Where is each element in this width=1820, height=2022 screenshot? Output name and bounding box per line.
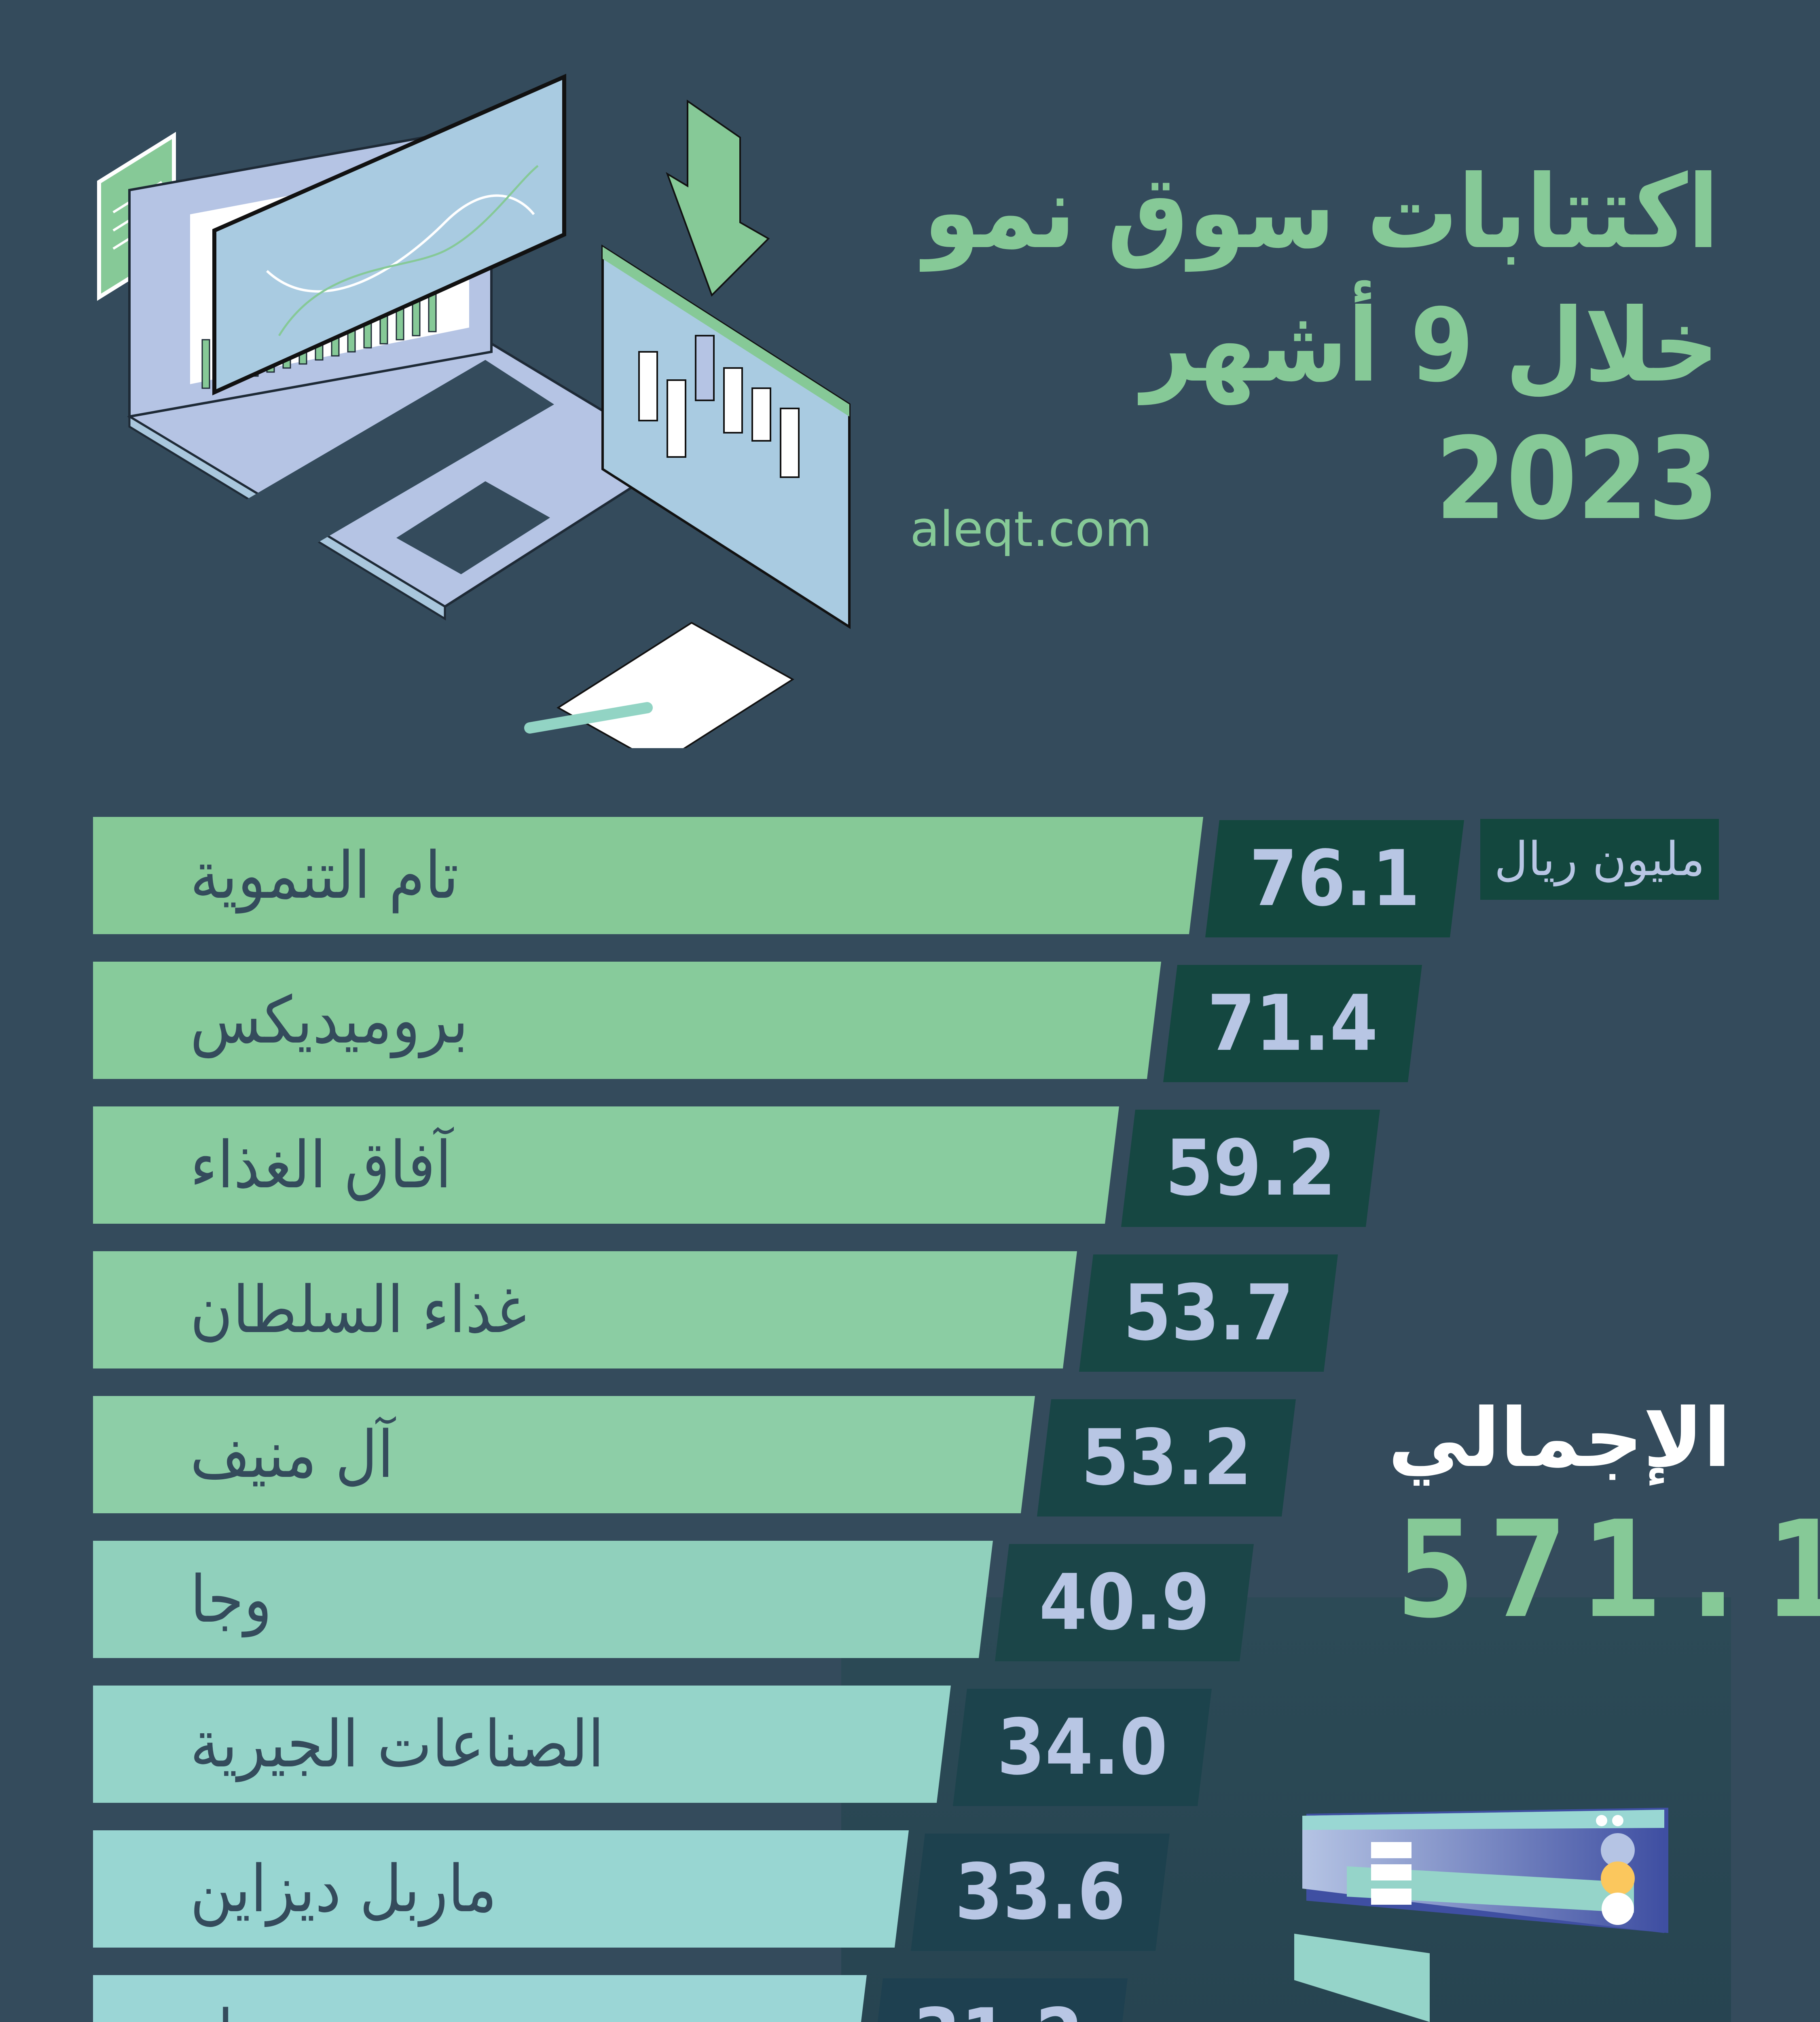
dashboard-illustration	[1294, 1808, 1668, 2022]
company-name: الصناعات الجيرية	[190, 1706, 604, 1782]
company-name: بروميديكس	[190, 982, 469, 1058]
value-box: 31.2	[869, 1978, 1128, 2022]
bar-row-8: ماربل ديزاين	[93, 1830, 909, 1948]
value-box: 76.1	[1205, 820, 1464, 937]
total-label: الإجمالي	[1388, 1391, 1731, 1485]
value-box: 53.7	[1079, 1254, 1338, 1372]
value-box: 34.0	[953, 1689, 1212, 1806]
company-name: آل منيف	[190, 1417, 394, 1492]
company-name: آفاق الغذاء	[190, 1127, 452, 1203]
bar-row-5: آل منيف	[93, 1396, 1035, 1513]
bar-row-4: غذاء السلطان	[93, 1251, 1077, 1368]
value-box: 71.4	[1163, 965, 1422, 1082]
unit-label: مليون ريال	[1480, 819, 1719, 900]
bar-row-9: بناء	[93, 1975, 867, 2022]
laptop-illustration	[97, 74, 851, 748]
page-title: اكتتابات سوق نمو خلال 9 أشهر 2023	[789, 146, 1719, 546]
total-value: 571.1	[1395, 1492, 1820, 1648]
site-link[interactable]: aleqt.com	[910, 501, 1152, 558]
company-name: ماربل ديزاين	[190, 1851, 497, 1927]
bar-row-3: آفاق الغذاء	[93, 1106, 1119, 1224]
company-name: تام التنموية	[190, 838, 459, 913]
bar-row-7: الصناعات الجيرية	[93, 1686, 951, 1803]
value-box: 33.6	[911, 1834, 1170, 1951]
company-name: بناء	[93, 1975, 867, 2022]
company-name: غذاء السلطان	[190, 1272, 527, 1347]
value-box: 53.2	[1037, 1399, 1296, 1516]
bar-row-1: تام التنموية	[93, 817, 1203, 934]
title-line-2: خلال 9 أشهر	[1141, 287, 1719, 404]
company-name: وجا	[190, 1561, 272, 1637]
value-box: 59.2	[1121, 1110, 1380, 1227]
title-year: 2023	[1435, 413, 1719, 545]
value-box: 40.9	[995, 1544, 1254, 1661]
bar-row-2: بروميديكس	[93, 962, 1161, 1079]
title-line-1: اكتتابات سوق نمو	[923, 153, 1719, 271]
bar-row-6: وجا	[93, 1541, 993, 1658]
